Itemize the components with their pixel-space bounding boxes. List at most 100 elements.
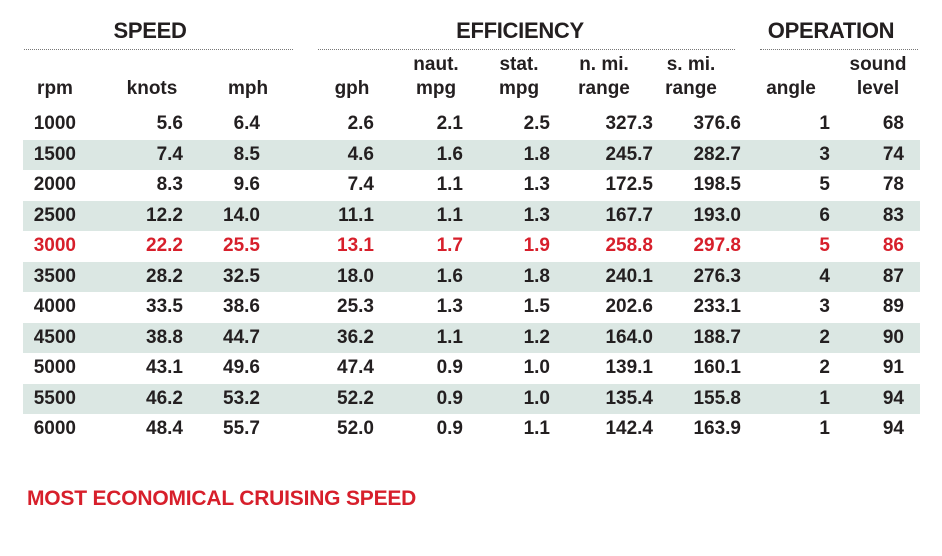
cell-s-mi-range: 276.3 (693, 265, 741, 287)
cell-mph: 14.0 (223, 204, 260, 226)
column-header-stat-mpg-1: stat. (499, 54, 539, 75)
cell-rpm: 3000 (33, 235, 76, 256)
cell-rpm: 1500 (33, 143, 76, 165)
cell-sound-level: 68 (882, 113, 904, 134)
table-row: 6000 48.4 55.7 52.0 0.9 1.1 142.4 163.9 1 94 (23, 414, 920, 445)
cell-gph: 11.1 (338, 204, 374, 226)
cell-mph: 49.6 (223, 357, 260, 378)
cell-n-mi-range: 139.1 (605, 357, 653, 378)
cell-naut-mpg: 1.6 (436, 143, 463, 165)
column-header-sound-level-1: sound (849, 54, 907, 75)
cell-naut-mpg: 1.6 (436, 265, 463, 287)
group-header-speed: SPEED (113, 18, 187, 43)
cell-n-mi-range: 258.8 (605, 235, 653, 256)
column-header-rpm-2: rpm (37, 78, 73, 99)
cell-knots: 28.2 (146, 265, 183, 287)
cell-stat-mpg: 1.3 (523, 204, 550, 226)
column-header-angle-2: angle (766, 78, 816, 99)
cell-naut-mpg: 1.1 (436, 174, 463, 195)
cell-sound-level: 86 (882, 235, 904, 256)
cell-rpm: 1000 (33, 113, 76, 134)
cell-sound-level: 78 (882, 174, 904, 195)
operation-divider (760, 49, 918, 50)
cell-rpm: 5500 (33, 387, 76, 409)
cell-stat-mpg: 1.1 (523, 418, 550, 439)
cell-knots: 12.2 (146, 204, 183, 226)
column-header-knots-2: knots (126, 78, 178, 99)
table-row: 3500 28.2 32.5 18.0 1.6 1.8 240.1 276.3 4 87 (23, 261, 920, 292)
cell-sound-level: 83 (882, 204, 904, 226)
cell-rpm: 4500 (33, 326, 76, 348)
cell-angle: 6 (819, 204, 830, 226)
cell-knots: 38.8 (146, 326, 183, 348)
cell-n-mi-range: 164.0 (605, 326, 653, 348)
cell-stat-mpg: 1.8 (523, 265, 550, 287)
cell-mph: 53.2 (223, 387, 260, 409)
speed-divider (24, 49, 293, 50)
cell-angle: 2 (819, 326, 830, 348)
data-table: 1000 5.6 6.4 2.6 2.1 2.5 327.3 376.6 1 68 1500 7.4 8… (23, 109, 920, 445)
table-row: 5500 46.2 53.2 52.2 0.9 1.0 135.4 155.8 1 94 (23, 383, 920, 414)
cell-n-mi-range: 172.5 (605, 174, 653, 195)
group-header-operation: OPERATION (767, 18, 895, 43)
cell-knots: 22.2 (146, 235, 183, 256)
cell-gph: 18.0 (337, 265, 374, 287)
cell-gph: 13.1 (337, 235, 374, 256)
cell-rpm: 3500 (33, 265, 76, 287)
cell-n-mi-range: 202.6 (605, 296, 653, 317)
cell-knots: 7.4 (156, 143, 183, 165)
cell-gph: 52.0 (337, 418, 374, 439)
column-header-mph-2: mph (227, 78, 269, 99)
cell-s-mi-range: 233.1 (693, 296, 741, 317)
cell-n-mi-range: 167.7 (605, 204, 653, 226)
cell-stat-mpg: 1.8 (523, 143, 550, 165)
table-row: 5000 43.1 49.6 47.4 0.9 1.0 139.1 160.1 2 91 (23, 353, 920, 384)
cell-naut-mpg: 0.9 (436, 357, 463, 378)
cell-naut-mpg: 2.1 (436, 113, 463, 134)
cell-stat-mpg: 1.2 (523, 326, 550, 348)
cell-rpm: 5000 (33, 357, 76, 378)
column-header-naut-mpg-2: mpg (415, 78, 457, 99)
column-header-n-mi-range-1: n. mi. (579, 54, 629, 75)
cell-knots: 8.3 (156, 174, 183, 195)
group-header-efficiency: EFFICIENCY (456, 18, 584, 43)
footnote-legend: MOST ECONOMICAL CRUISING SPEED (27, 487, 417, 510)
cell-s-mi-range: 297.8 (693, 235, 741, 256)
cell-n-mi-range: 245.7 (605, 143, 653, 165)
cell-sound-level: 89 (882, 296, 904, 317)
cell-stat-mpg: 2.5 (523, 113, 550, 134)
cell-mph: 9.6 (233, 174, 260, 195)
cell-angle: 5 (819, 174, 830, 195)
table-row: 2000 8.3 9.6 7.4 1.1 1.3 172.5 198.5 5 78 (23, 170, 920, 201)
table-row-highlighted: 3000 22.2 25.5 13.1 1.7 1.9 258.8 297.8 5 86 (23, 231, 920, 262)
cell-stat-mpg: 1.0 (523, 357, 550, 378)
cell-mph: 25.5 (223, 235, 260, 256)
cell-gph: 52.2 (337, 387, 374, 409)
cell-naut-mpg: 1.1 (436, 326, 463, 348)
table-row: 4000 33.5 38.6 25.3 1.3 1.5 202.6 233.1 3 89 (23, 292, 920, 323)
cell-naut-mpg: 0.9 (436, 387, 463, 409)
table-row: 2500 12.2 14.0 11.1 1.1 1.3 167.7 193.0 6 83 (23, 200, 920, 231)
cell-knots: 43.1 (146, 357, 183, 378)
cell-n-mi-range: 142.4 (605, 418, 653, 439)
cell-naut-mpg: 1.3 (436, 296, 463, 317)
table-row: 1000 5.6 6.4 2.6 2.1 2.5 327.3 376.6 1 68 (23, 109, 920, 140)
column-header-s-mi-range-2: range (665, 78, 717, 99)
cell-mph: 6.4 (233, 113, 260, 134)
cell-mph: 38.6 (223, 296, 260, 317)
cell-n-mi-range: 327.3 (605, 113, 653, 134)
cell-knots: 5.6 (156, 113, 183, 134)
column-header-s-mi-range-1: s. mi. (666, 54, 716, 75)
cell-rpm: 2500 (33, 204, 76, 226)
table-row: 4500 38.8 44.7 36.2 1.1 1.2 164.0 188.7 2 90 (23, 322, 920, 353)
column-header-stat-mpg-2: mpg (498, 78, 540, 99)
cell-angle: 2 (819, 357, 830, 378)
cell-sound-level: 87 (882, 265, 904, 287)
cell-naut-mpg: 1.7 (436, 235, 463, 256)
cell-sound-level: 74 (882, 143, 904, 165)
cell-angle: 4 (819, 265, 830, 287)
cell-angle: 3 (819, 143, 830, 165)
cell-angle: 1 (819, 113, 830, 134)
cell-sound-level: 94 (882, 418, 904, 439)
column-header-gph-2: gph (334, 78, 370, 99)
